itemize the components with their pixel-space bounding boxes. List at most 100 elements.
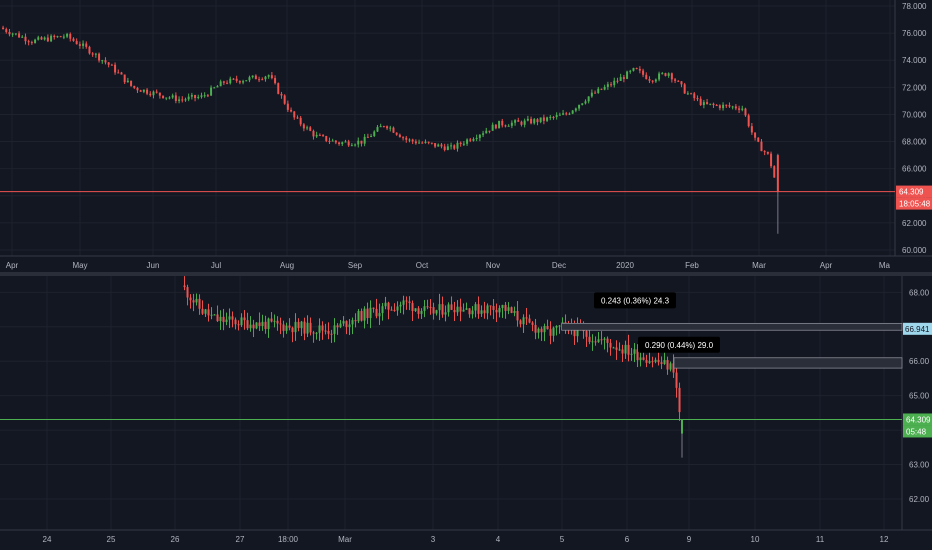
candle-body bbox=[680, 81, 683, 85]
candle-body bbox=[632, 68, 635, 71]
candle-body bbox=[435, 310, 438, 314]
candle-body bbox=[498, 307, 501, 313]
candle-body bbox=[279, 323, 282, 325]
candle-body bbox=[267, 75, 270, 77]
candle-body bbox=[288, 325, 291, 328]
candle-body bbox=[235, 78, 238, 81]
candle-body bbox=[75, 40, 78, 45]
candle-body bbox=[255, 322, 258, 329]
x-tick-label: Feb bbox=[685, 261, 699, 270]
candle-body bbox=[610, 84, 613, 86]
candle-body bbox=[504, 125, 507, 127]
candle-body bbox=[621, 349, 624, 354]
candle-body bbox=[542, 117, 545, 121]
candle-body bbox=[291, 327, 294, 333]
candle-body bbox=[312, 130, 315, 137]
candle-body bbox=[386, 126, 389, 129]
pane-divider[interactable] bbox=[0, 272, 932, 276]
candle-body bbox=[672, 363, 675, 373]
pane-background bbox=[0, 276, 932, 550]
candle-body bbox=[622, 77, 625, 79]
candle-body bbox=[763, 151, 766, 153]
candle-body bbox=[372, 307, 375, 309]
candle-body bbox=[507, 307, 510, 311]
x-tick-label: 4 bbox=[496, 535, 501, 544]
candle-body bbox=[619, 77, 622, 81]
last-price-tag bbox=[903, 413, 932, 426]
candle-body bbox=[533, 119, 536, 124]
candle-body bbox=[549, 329, 552, 336]
candle-body bbox=[757, 137, 760, 142]
candle-body bbox=[232, 78, 235, 80]
candle-body bbox=[402, 300, 405, 305]
candle-body bbox=[210, 314, 213, 316]
candle-body bbox=[438, 304, 441, 311]
gap-box bbox=[673, 357, 903, 369]
candle-body bbox=[667, 73, 670, 76]
candle-body bbox=[290, 109, 293, 112]
candle-body bbox=[432, 307, 435, 314]
candle-body bbox=[421, 142, 424, 144]
candle-body bbox=[447, 304, 450, 313]
candle-body bbox=[342, 321, 345, 324]
candle-body bbox=[477, 304, 480, 314]
candle-body bbox=[405, 137, 408, 140]
candle-body bbox=[276, 320, 279, 324]
intraday-candlestick-chart[interactable]: 68.0067.0066.0065.0064.0063.0062.0024252… bbox=[0, 276, 932, 550]
candle-body bbox=[246, 320, 249, 329]
candle-body bbox=[444, 312, 447, 315]
candle-body bbox=[43, 37, 46, 40]
candle-body bbox=[142, 89, 145, 92]
last-candle-body bbox=[681, 419, 683, 434]
candle-body bbox=[195, 298, 198, 303]
candle-body bbox=[552, 116, 555, 118]
candle-body bbox=[591, 341, 594, 343]
candle-body bbox=[178, 99, 181, 101]
candle-body bbox=[738, 108, 741, 110]
candle-body bbox=[240, 317, 243, 326]
candle-body bbox=[514, 120, 517, 123]
candle-body bbox=[594, 341, 597, 343]
candle-body bbox=[194, 95, 197, 99]
last-price-label: 64.309 bbox=[906, 415, 931, 424]
candle-body bbox=[450, 145, 453, 147]
candle-body bbox=[379, 126, 382, 128]
y-tick-label: 70.000 bbox=[902, 110, 927, 119]
candle-body bbox=[408, 301, 411, 304]
candle-body bbox=[492, 306, 495, 311]
x-tick-label: 12 bbox=[880, 535, 889, 544]
candle-body bbox=[299, 117, 302, 125]
intraday-chart-pane[interactable]: 68.0067.0066.0065.0064.0063.0062.0024252… bbox=[0, 276, 932, 550]
candle-body bbox=[531, 322, 534, 325]
candle-body bbox=[534, 324, 537, 333]
x-tick-label: 2020 bbox=[616, 261, 634, 270]
candle-body bbox=[395, 132, 398, 135]
x-tick-label: Dec bbox=[552, 261, 566, 270]
candle-body bbox=[420, 310, 423, 314]
candle-body bbox=[696, 98, 699, 100]
candle-body bbox=[78, 44, 81, 46]
candle-body bbox=[382, 126, 385, 128]
candle-body bbox=[555, 325, 558, 328]
x-tick-label: Apr bbox=[6, 261, 19, 270]
x-tick-label: Jun bbox=[147, 261, 160, 270]
candle-body bbox=[245, 80, 248, 82]
x-tick-label: Nov bbox=[486, 261, 500, 270]
candle-body bbox=[146, 89, 149, 94]
x-tick-label: 10 bbox=[751, 535, 760, 544]
daily-candlestick-chart[interactable]: 78.000 76.000 74.000 72.000 70.000 68.000 66.0… bbox=[0, 0, 932, 272]
candle-body bbox=[675, 372, 678, 388]
candle-body bbox=[546, 325, 549, 330]
candle-body bbox=[390, 309, 393, 311]
daily-chart-pane[interactable]: 78.000 76.000 74.000 72.000 70.000 68.000 66.0… bbox=[0, 0, 932, 272]
candle-body bbox=[296, 117, 299, 119]
candle-body bbox=[478, 134, 481, 138]
candle-body bbox=[495, 310, 498, 313]
countdown-label: 05:48 bbox=[906, 427, 927, 436]
candle-body bbox=[216, 314, 219, 322]
candle-body bbox=[423, 306, 426, 311]
candle-body bbox=[465, 308, 468, 310]
candle-body bbox=[222, 81, 225, 83]
candle-body bbox=[120, 72, 123, 75]
candle-body bbox=[504, 304, 507, 311]
